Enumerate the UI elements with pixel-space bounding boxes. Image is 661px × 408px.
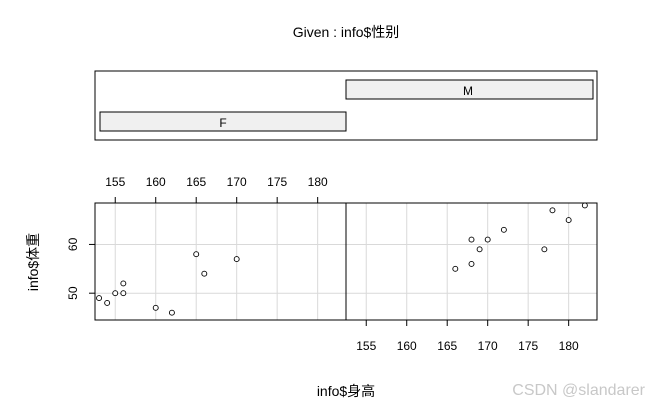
x-tick-label-top: 175 bbox=[267, 175, 287, 189]
y-axis-label: info$体重 bbox=[25, 233, 41, 291]
data-point bbox=[152, 304, 159, 311]
data-point bbox=[541, 246, 548, 253]
data-point bbox=[112, 290, 119, 297]
data-point bbox=[565, 217, 572, 224]
data-point bbox=[468, 260, 475, 267]
x-tick-label-top: 180 bbox=[308, 175, 328, 189]
y-tick-label: 60 bbox=[66, 237, 80, 251]
data-point bbox=[104, 299, 111, 306]
data-point bbox=[96, 295, 102, 302]
chart-title: Given : info$性别 bbox=[293, 24, 400, 40]
data-point bbox=[452, 265, 459, 272]
x-tick-label-top: 170 bbox=[227, 175, 247, 189]
x-tick-label-top: 165 bbox=[186, 175, 206, 189]
x-tick-label-bottom: 165 bbox=[437, 339, 457, 353]
x-tick-label-bottom: 160 bbox=[397, 339, 417, 353]
x-tick-label-bottom: 170 bbox=[478, 339, 498, 353]
data-point bbox=[120, 290, 127, 297]
given-interval-f bbox=[99, 111, 347, 132]
given-label-f: F bbox=[219, 116, 226, 130]
watermark-text: CSDN @slandarer bbox=[512, 382, 645, 399]
x-tick-label-top: 155 bbox=[105, 175, 125, 189]
data-point bbox=[233, 256, 240, 263]
data-point bbox=[193, 251, 200, 258]
x-tick-label-bottom: 180 bbox=[559, 339, 579, 353]
data-point bbox=[581, 202, 588, 209]
x-tick-label-bottom: 155 bbox=[356, 339, 376, 353]
data-point bbox=[120, 280, 127, 287]
x-axis-label: info$身高 bbox=[317, 383, 375, 399]
x-tick-label-top: 160 bbox=[146, 175, 166, 189]
data-point bbox=[201, 270, 208, 277]
given-label-m: M bbox=[463, 84, 473, 98]
panel-f bbox=[94, 202, 347, 321]
x-tick-label-bottom: 175 bbox=[518, 339, 538, 353]
data-point bbox=[484, 236, 491, 243]
data-point bbox=[549, 207, 556, 214]
panel-m bbox=[345, 202, 598, 321]
data-point bbox=[168, 309, 175, 316]
data-point bbox=[500, 226, 507, 233]
given-interval-m bbox=[345, 79, 594, 100]
y-tick-label: 50 bbox=[66, 286, 80, 300]
data-point bbox=[468, 236, 475, 243]
data-point bbox=[476, 246, 483, 253]
